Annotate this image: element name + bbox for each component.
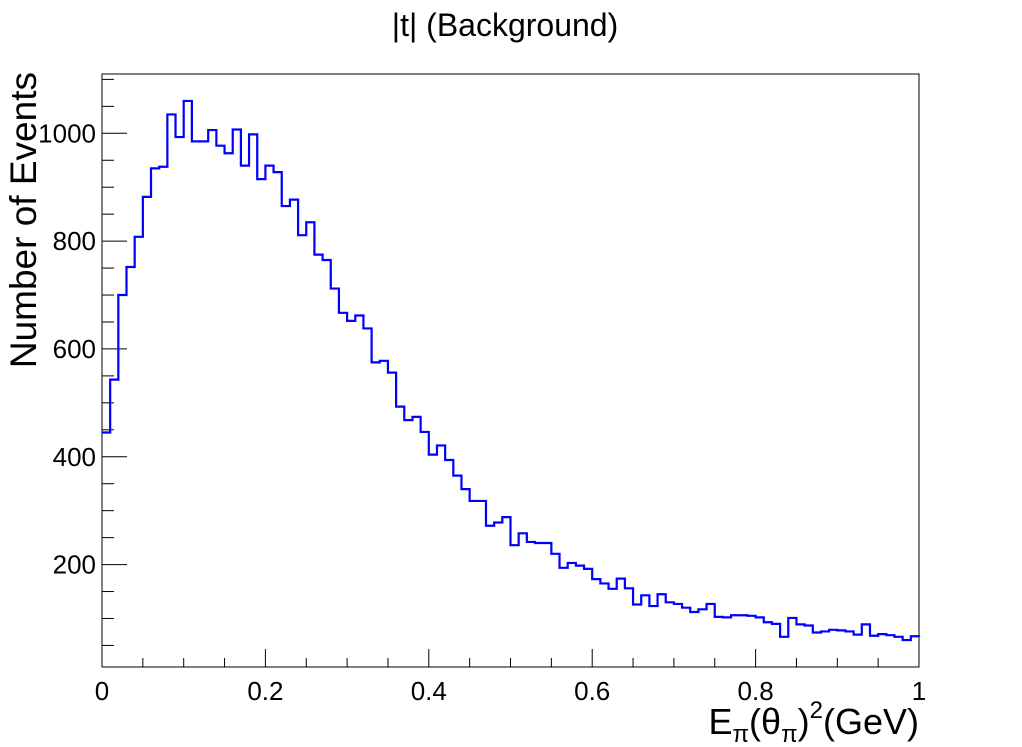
chart-title: |t| (Background) xyxy=(392,7,619,43)
x-axis-label-sup: 2 xyxy=(810,697,823,724)
y-tick-label: 800 xyxy=(53,226,96,256)
x-tick-label: 0.8 xyxy=(738,676,774,706)
y-tick-label: 400 xyxy=(53,442,96,472)
histogram-series-line xyxy=(102,99,921,642)
x-axis-label-close: ) xyxy=(798,701,810,742)
y-axis-label: Number of Events xyxy=(3,72,44,368)
x-tick-label: 0.2 xyxy=(247,676,283,706)
x-axis-label-sub1: π xyxy=(732,721,749,742)
x-axis-label-mid: (θ xyxy=(749,701,781,742)
x-axis-label-sub2: π xyxy=(781,721,798,742)
x-axis-label-unit: (GeV) xyxy=(823,701,919,742)
plot-frame xyxy=(101,73,920,668)
x-tick-label: 1 xyxy=(912,676,926,706)
x-tick-label: 0.6 xyxy=(574,676,610,706)
y-tick-label: 600 xyxy=(53,334,96,364)
x-tick-label: 0.4 xyxy=(411,676,447,706)
x-axis: 0 0.2 0.4 0.6 0.8 1 xyxy=(95,649,926,706)
series-layer xyxy=(102,99,921,642)
y-tick-label: 200 xyxy=(53,550,96,580)
y-axis: 200 400 600 800 1000 xyxy=(38,78,127,646)
plot-border xyxy=(101,73,920,668)
x-axis-label-base: E xyxy=(708,701,732,742)
y-tick-label: 1000 xyxy=(38,118,96,148)
x-tick-label: 0 xyxy=(95,676,109,706)
x-axis-label: Eπ(θπ)2(GeV) xyxy=(708,697,919,742)
